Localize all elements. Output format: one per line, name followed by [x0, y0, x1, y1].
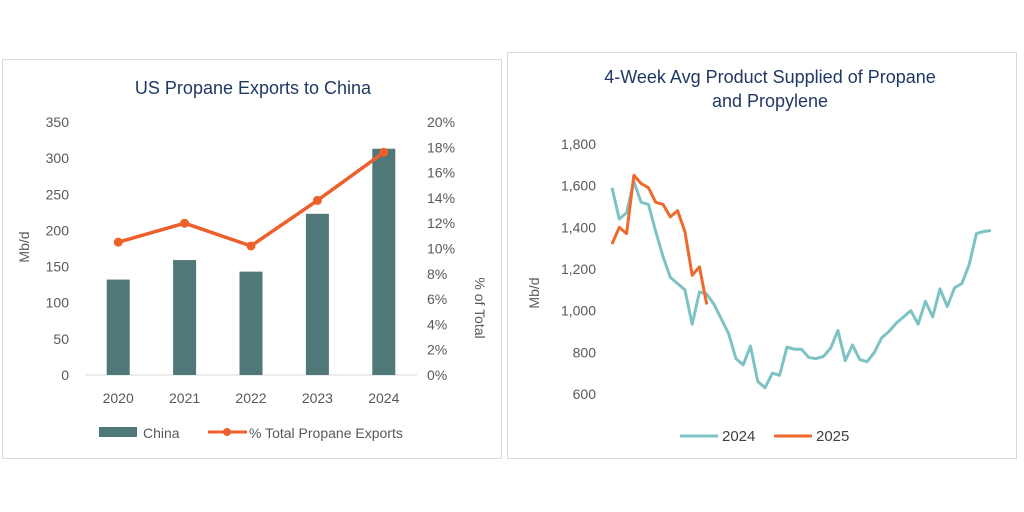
point-pct-2020: [113, 237, 123, 247]
x-tick-label: 2021: [169, 390, 200, 406]
x-ticks: 2020 2021 2022 2023 2024: [103, 390, 400, 406]
bar-2024: [372, 148, 396, 375]
y-tick-label: 0: [61, 367, 69, 383]
y-tick-label: 350: [46, 114, 70, 130]
y2-tick-label: 4%: [427, 316, 447, 332]
y-tick-label: 100: [46, 295, 70, 311]
x-tick-label: 2024: [368, 390, 399, 406]
y2-tick-label: 2%: [427, 342, 447, 358]
x-tick-label: 2023: [302, 390, 333, 406]
chart-title: US Propane Exports to China: [135, 78, 372, 98]
x-tick-label: 2020: [103, 390, 134, 406]
line-2025: [610, 173, 709, 305]
y-tick-label: 50: [53, 331, 69, 347]
legend-label-pct: % Total Propane Exports: [249, 425, 403, 441]
chart-panel-exports: US Propane Exports to China Mb/d % of To…: [2, 59, 502, 459]
bar-2023: [305, 213, 329, 375]
legend-label-china: China: [143, 425, 180, 441]
legend-swatch-china: [99, 427, 137, 437]
legend-swatch-pct-marker: [223, 428, 231, 436]
legend-label-2025: 2025: [816, 428, 849, 445]
chart-panel-product-supplied: 4-Week Avg Product Supplied of Propane a…: [507, 52, 1017, 459]
y2-axis-label: % of Total: [472, 277, 488, 338]
legend: China % Total Propane Exports: [99, 425, 403, 441]
exports-chart: US Propane Exports to China Mb/d % of To…: [16, 78, 488, 441]
y-tick-label: 300: [46, 150, 70, 166]
product-supplied-chart: 4-Week Avg Product Supplied of Propane a…: [526, 67, 992, 445]
y-ticks: 600 800 1,000 1,200 1,400 1,600 1,800: [561, 136, 596, 402]
line-series: [610, 173, 992, 390]
y-tick-label: 1,600: [561, 178, 596, 194]
y2-tick-label: 16%: [427, 165, 455, 181]
y2-tick-label: 12%: [427, 215, 455, 231]
chart-title-line-2: and Propylene: [712, 91, 828, 111]
x-tick-label: 2022: [235, 390, 266, 406]
y-axis-label: Mb/d: [16, 231, 32, 262]
line-2024: [610, 180, 992, 390]
bar-2020: [106, 279, 130, 375]
bar-series-china: [106, 148, 396, 375]
y2-tick-label: 20%: [427, 114, 455, 130]
line-series-pct: [113, 147, 389, 251]
bar-2022: [239, 271, 263, 375]
y2-tick-label: 6%: [427, 291, 447, 307]
y-tick-label: 1,800: [561, 136, 596, 152]
y2-tick-label: 10%: [427, 241, 455, 257]
point-pct-2022: [246, 241, 256, 251]
y-tick-label: 200: [46, 222, 70, 238]
point-pct-2021: [180, 218, 190, 228]
line-pct-total: [117, 150, 385, 248]
y-tick-label: 1,200: [561, 261, 596, 277]
y2-ticks: 0% 2% 4% 6% 8% 10% 12% 14% 16% 18% 20%: [427, 114, 455, 383]
legend: 2024 2025: [680, 428, 849, 445]
y2-tick-label: 0%: [427, 367, 447, 383]
y2-tick-label: 8%: [427, 266, 447, 282]
point-pct-2024: [379, 147, 389, 157]
y-axis-label: Mb/d: [526, 277, 542, 308]
y-ticks: 0 50 100 150 200 250 300 350: [46, 114, 70, 383]
bar-2021: [173, 260, 197, 375]
y-tick-label: 150: [46, 259, 70, 275]
y-tick-label: 1,400: [561, 219, 596, 235]
chart-title-line-1: 4-Week Avg Product Supplied of Propane: [604, 67, 936, 87]
point-pct-2023: [312, 195, 322, 205]
y-tick-label: 1,000: [561, 303, 596, 319]
y-tick-label: 800: [573, 344, 597, 360]
y-tick-label: 600: [573, 386, 597, 402]
y-tick-label: 250: [46, 186, 70, 202]
y2-tick-label: 14%: [427, 190, 455, 206]
y2-tick-label: 18%: [427, 139, 455, 155]
legend-label-2024: 2024: [722, 428, 755, 445]
